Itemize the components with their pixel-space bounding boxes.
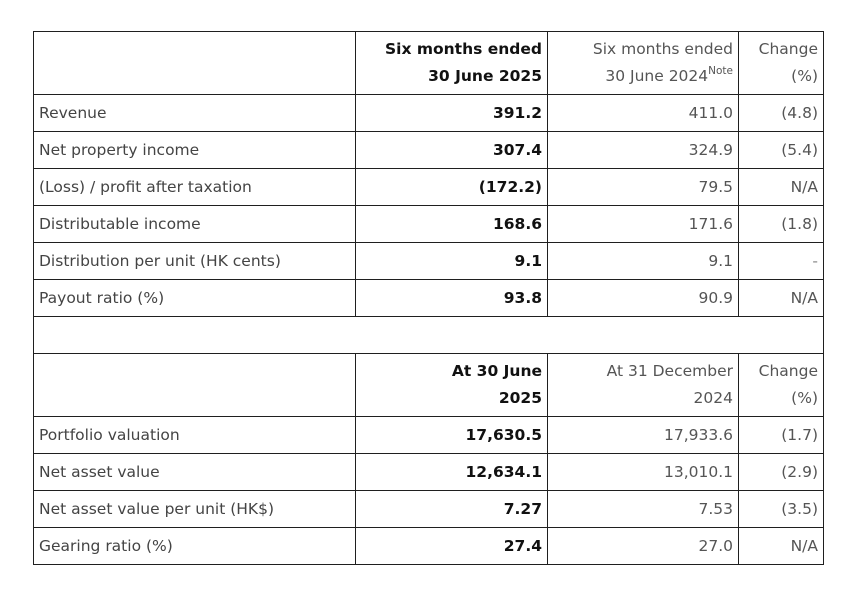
row-change-gearing-ratio: N/A — [738, 527, 824, 565]
row-change-distributable-income: (1.8) — [738, 205, 824, 243]
row-current-gearing-ratio: 27.4 — [355, 527, 548, 565]
row-change-nav-per-unit: (3.5) — [738, 490, 824, 528]
table2-header-change-line2: (%) — [791, 389, 818, 407]
row-change-distribution-per-unit: - — [738, 242, 824, 280]
row-current-profit-after-taxation: (172.2) — [355, 168, 548, 206]
table1-header-change: Change (%) — [738, 31, 824, 95]
row-label-profit-after-taxation: (Loss) / profit after taxation — [33, 168, 356, 206]
row-prior-net-asset-value: 13,010.1 — [547, 453, 739, 491]
row-label-net-property-income: Net property income — [33, 131, 356, 169]
table1-header-blank — [33, 31, 356, 95]
row-current-revenue: 391.2 — [355, 94, 548, 132]
row-prior-nav-per-unit: 7.53 — [547, 490, 739, 528]
table-row: Portfolio valuation 17,630.5 17,933.6 (1… — [33, 416, 824, 454]
table-row: Gearing ratio (%) 27.4 27.0 N/A — [33, 527, 824, 565]
row-label-net-asset-value: Net asset value — [33, 453, 356, 491]
table1-header-row: Six months ended 30 June 2025 Six months… — [33, 31, 824, 95]
row-change-net-property-income: (5.4) — [738, 131, 824, 169]
table1-header-prior-line2: 30 June 2024Note — [553, 63, 733, 90]
row-label-gearing-ratio: Gearing ratio (%) — [33, 527, 356, 565]
row-prior-payout-ratio: 90.9 — [547, 279, 739, 317]
table-row: Distributable income 168.6 171.6 (1.8) — [33, 205, 824, 243]
table2-header-current-line1: At 30 June — [451, 362, 542, 380]
table1-header-current-line2: 30 June 2025 — [428, 67, 542, 85]
row-current-net-property-income: 307.4 — [355, 131, 548, 169]
row-change-net-asset-value: (2.9) — [738, 453, 824, 491]
row-prior-portfolio-valuation: 17,933.6 — [547, 416, 739, 454]
row-current-portfolio-valuation: 17,630.5 — [355, 416, 548, 454]
table2-header-current-line2: 2025 — [498, 389, 542, 407]
row-label-distributable-income: Distributable income — [33, 205, 356, 243]
table-spacer-cell — [33, 316, 824, 354]
table2-header-blank — [33, 353, 356, 417]
table2-header-row: At 30 June 2025 At 31 December 2024 Chan… — [33, 353, 824, 417]
row-prior-revenue: 411.0 — [547, 94, 739, 132]
table2-header-current: At 30 June 2025 — [355, 353, 548, 417]
table1-header-prior-date: 30 June 2024 — [605, 67, 709, 85]
table-row: Payout ratio (%) 93.8 90.9 N/A — [33, 279, 824, 317]
table1-header-change-line2: (%) — [791, 67, 818, 85]
row-change-profit-after-taxation: N/A — [738, 168, 824, 206]
table2-header-prior-line1: At 31 December — [606, 362, 733, 380]
table2-header-change-line1: Change — [758, 362, 818, 380]
financial-highlights-table: Six months ended 30 June 2025 Six months… — [33, 31, 824, 565]
row-change-portfolio-valuation: (1.7) — [738, 416, 824, 454]
table1-header-prior: Six months ended 30 June 2024Note — [547, 31, 739, 95]
table-spacer-row — [33, 316, 824, 354]
row-change-payout-ratio: N/A — [738, 279, 824, 317]
table-row: (Loss) / profit after taxation (172.2) 7… — [33, 168, 824, 206]
table1-header-prior-line1: Six months ended — [592, 40, 733, 58]
table-row: Net property income 307.4 324.9 (5.4) — [33, 131, 824, 169]
row-prior-distribution-per-unit: 9.1 — [547, 242, 739, 280]
row-current-distribution-per-unit: 9.1 — [355, 242, 548, 280]
table1-header-prior-note: Note — [708, 65, 733, 77]
row-current-distributable-income: 168.6 — [355, 205, 548, 243]
row-prior-distributable-income: 171.6 — [547, 205, 739, 243]
table2-header-prior: At 31 December 2024 — [547, 353, 739, 417]
row-label-revenue: Revenue — [33, 94, 356, 132]
row-label-distribution-per-unit: Distribution per unit (HK cents) — [33, 242, 356, 280]
table1-header-current: Six months ended 30 June 2025 — [355, 31, 548, 95]
row-current-net-asset-value: 12,634.1 — [355, 453, 548, 491]
row-label-payout-ratio: Payout ratio (%) — [33, 279, 356, 317]
table1-header-current-line1: Six months ended — [384, 40, 542, 58]
table2-header-prior-line2: 2024 — [693, 389, 733, 407]
row-current-payout-ratio: 93.8 — [355, 279, 548, 317]
row-label-nav-per-unit: Net asset value per unit (HK$) — [33, 490, 356, 528]
table2-header-change: Change (%) — [738, 353, 824, 417]
table-row: Net asset value per unit (HK$) 7.27 7.53… — [33, 490, 824, 528]
table-row: Net asset value 12,634.1 13,010.1 (2.9) — [33, 453, 824, 491]
row-change-revenue: (4.8) — [738, 94, 824, 132]
table1-header-change-line1: Change — [758, 40, 818, 58]
row-prior-gearing-ratio: 27.0 — [547, 527, 739, 565]
row-current-nav-per-unit: 7.27 — [355, 490, 548, 528]
table-row: Revenue 391.2 411.0 (4.8) — [33, 94, 824, 132]
row-prior-net-property-income: 324.9 — [547, 131, 739, 169]
row-label-portfolio-valuation: Portfolio valuation — [33, 416, 356, 454]
table-row: Distribution per unit (HK cents) 9.1 9.1… — [33, 242, 824, 280]
row-prior-profit-after-taxation: 79.5 — [547, 168, 739, 206]
